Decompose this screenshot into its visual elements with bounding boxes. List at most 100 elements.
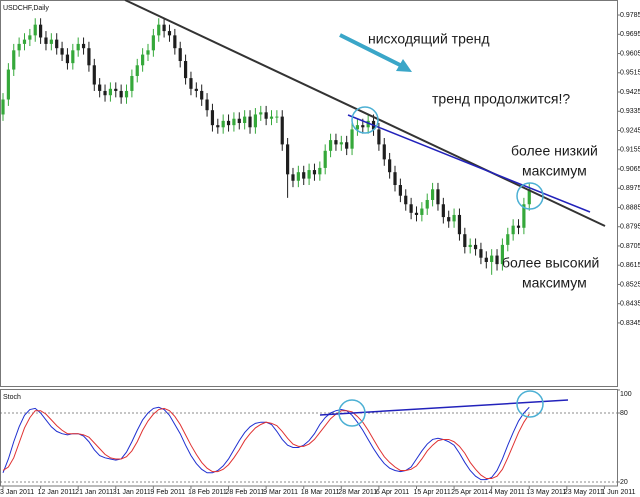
candle-body [87, 48, 91, 66]
candle-body [248, 116, 252, 128]
candle-body [55, 39, 59, 49]
candle-body [339, 142, 343, 145]
x-tick-label: 4 May 2011 [489, 489, 525, 496]
candle-body [76, 43, 80, 51]
x-tick-label: 21 Jan 2011 [75, 489, 113, 496]
candle-body [12, 50, 16, 70]
candle-body [355, 125, 360, 130]
candle-body [495, 255, 499, 265]
x-tick-label: 18 Feb 2011 [188, 489, 227, 496]
candle-body [237, 118, 241, 124]
trend-line [124, 0, 606, 227]
y-tick-label: 20 [620, 479, 628, 486]
y-tick-label: 0.8795 [620, 224, 640, 231]
candle-body [323, 150, 327, 168]
candle-body [404, 195, 408, 205]
y-tick-label: 0.9335 [620, 108, 640, 115]
x-tick-label: 1 Jun 2011 [601, 489, 635, 496]
candle-body [141, 54, 145, 66]
annotation: более низкий [511, 143, 598, 159]
candle-body [124, 90, 129, 98]
candle-body [108, 88, 113, 96]
candle-body [275, 116, 279, 118]
candle-body [22, 39, 27, 44]
candle-body [452, 214, 456, 222]
candle-body [28, 35, 32, 40]
candle-body [205, 99, 209, 111]
x-tick-label: 3 Jan 2011 [0, 489, 34, 496]
y-tick-label: 80 [620, 410, 628, 417]
candle-body [307, 170, 311, 179]
candle-body [81, 43, 86, 49]
annotation: максимум [522, 163, 587, 179]
x-tick-label: 31 Jan 2011 [113, 489, 151, 496]
stoch-panel-frame [0, 389, 618, 487]
candle-body [130, 75, 134, 91]
candle-body [318, 167, 322, 175]
highlight-circle [338, 399, 366, 427]
y-tick-label: 0.8975 [620, 185, 640, 192]
chart-title: USDCHF,Daily [3, 5, 49, 12]
candle-body [189, 78, 193, 89]
candle-body [398, 185, 402, 196]
candle-body [194, 88, 198, 91]
y-tick-label: 0.8435 [620, 301, 640, 308]
candle-body [162, 24, 166, 32]
x-tick-label: 18 Mar 2011 [301, 489, 340, 496]
candle-body [388, 159, 392, 173]
candle-body [44, 37, 48, 44]
arrow-shaft [339, 33, 403, 68]
y-tick-label: 0.9785 [620, 12, 640, 19]
candle-body [312, 170, 317, 175]
candle-body [65, 54, 70, 64]
candle-body [409, 204, 413, 213]
candle-body [441, 204, 445, 218]
y-tick-label: 0.9245 [620, 127, 640, 134]
x-tick-label: 15 Apr 2011 [413, 489, 450, 496]
candle-body [457, 214, 462, 235]
candle-body [178, 48, 182, 62]
candle-body [6, 69, 10, 100]
candle-body [414, 212, 419, 215]
candle-body [135, 65, 139, 76]
x-tick-label: 13 May 2011 [526, 489, 566, 496]
candle-body [98, 84, 102, 91]
x-tick-label: 25 Apr 2011 [451, 489, 488, 496]
y-tick-label: 0.9065 [620, 166, 640, 173]
candle-body [436, 189, 440, 205]
candle-body [484, 257, 488, 262]
candle-body [173, 35, 177, 49]
x-tick-label: 9 Mar 2011 [263, 489, 298, 496]
y-tick-label: 0.9515 [620, 70, 640, 77]
candle-body [157, 24, 161, 36]
y-tick-label: 0.8885 [620, 204, 640, 211]
candle-body [366, 120, 370, 128]
candle-body [216, 125, 220, 128]
arrow-head [396, 59, 412, 72]
candle-body [33, 24, 37, 36]
candle-body [71, 50, 75, 64]
candle-body [146, 50, 150, 55]
y-tick-label: 0.9425 [620, 89, 640, 96]
candle-body [280, 116, 284, 145]
candle-body [334, 140, 338, 145]
annotation: более высокий [502, 255, 599, 271]
candle-body [328, 140, 333, 151]
candle-body [522, 204, 526, 228]
candle-body [296, 172, 300, 181]
x-tick-label: 9 Feb 2011 [150, 489, 185, 496]
candle-body [269, 116, 274, 119]
highlight-circle [516, 390, 544, 418]
candle-body [447, 217, 451, 222]
highlight-circle [351, 106, 379, 134]
x-tick-label: 23 May 2011 [564, 489, 604, 496]
x-tick-label: 12 Jan 2011 [38, 489, 76, 496]
candle-body [221, 120, 225, 128]
candle-body [516, 225, 521, 228]
candle-body [200, 90, 204, 100]
candle-body [468, 244, 472, 248]
y-tick-label: 0.8615 [620, 262, 640, 269]
candle-body [119, 90, 123, 98]
